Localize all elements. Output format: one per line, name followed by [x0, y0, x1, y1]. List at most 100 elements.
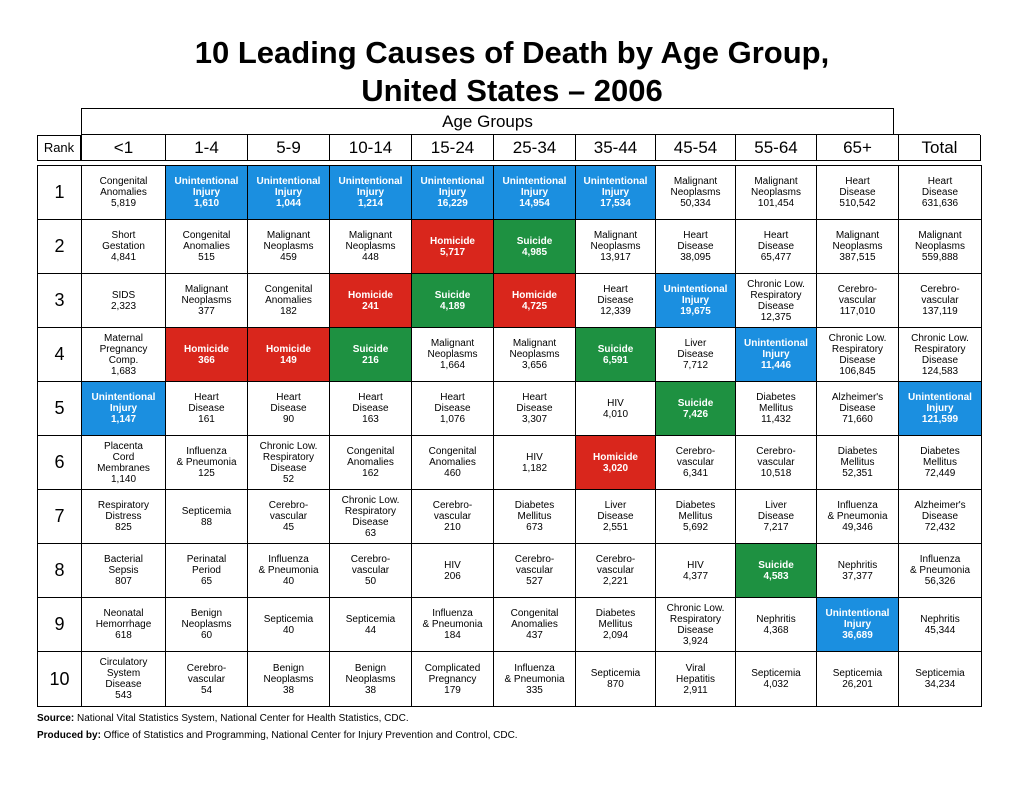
- death-count: 149: [280, 354, 297, 366]
- death-count: 38: [282, 684, 295, 696]
- cause-name: Septicemia: [751, 668, 801, 679]
- cause-name: Respiratory Distress: [97, 500, 150, 522]
- cause-name: Malignant Neoplasms: [263, 230, 314, 252]
- cause-cell: Malignant Neoplasms 459: [248, 220, 330, 273]
- death-count: 7,426: [682, 408, 709, 420]
- cause-cell: Respiratory Distress 825: [82, 490, 166, 543]
- death-count: 12,339: [600, 306, 631, 317]
- cause-cell: Perinatal Period 65: [166, 544, 248, 597]
- cause-name: Suicide: [352, 343, 389, 355]
- cause-cell: Suicide 216: [330, 328, 412, 381]
- cause-name: Alzheimer's Disease: [831, 392, 884, 414]
- cause-name: Neonatal Hemorrhage: [95, 608, 152, 630]
- cause-name: Diabetes Mellitus: [595, 608, 636, 630]
- death-count: 870: [607, 679, 624, 690]
- death-count: 17,534: [600, 198, 631, 209]
- death-count: 182: [280, 306, 297, 317]
- death-count: 3,020: [602, 462, 629, 474]
- cause-cell: Septicemia 870: [576, 652, 656, 706]
- cause-name: Influenza & Pneumonia: [827, 500, 888, 522]
- cause-name: Chronic Low. Respiratory Disease: [747, 278, 805, 312]
- cause-name: Chronic Low. Respiratory Disease: [666, 602, 725, 636]
- cause-name: Influenza & Pneumonia: [504, 662, 565, 685]
- death-count: 559,888: [921, 252, 959, 263]
- death-count: 38,095: [680, 252, 711, 263]
- cause-cell: Liver Disease 2,551: [576, 490, 656, 543]
- column-header: 65+: [816, 135, 899, 161]
- cause-cell: Chronic Low. Respiratory Disease 52: [248, 436, 330, 489]
- cause-name: Cerebro- vascular: [268, 500, 309, 522]
- death-count: 5,717: [439, 246, 466, 258]
- death-count: 241: [362, 300, 379, 312]
- cause-name: Chronic Low. Respiratory Disease: [341, 494, 400, 528]
- cause-cell: Homicide 149: [248, 328, 330, 381]
- cause-name: Liver Disease: [757, 500, 795, 522]
- cause-cell: Unintentional Injury 1,214: [330, 166, 412, 219]
- death-count: 1,683: [110, 365, 137, 377]
- cause-cell: Liver Disease 7,217: [736, 490, 817, 543]
- cause-name: Diabetes Mellitus: [756, 392, 796, 414]
- cause-cell: Alzheimer's Disease 71,660: [817, 382, 899, 435]
- cause-cell: Alzheimer's Disease 72,432: [899, 490, 981, 543]
- cause-name: Cerebro- vascular: [675, 446, 716, 468]
- column-header: 15-24: [411, 135, 494, 161]
- death-count: 618: [115, 630, 132, 641]
- cause-cell: Nephritis 4,368: [736, 598, 817, 651]
- cause-cell: Homicide 5,717: [412, 220, 494, 273]
- cause-cell: Heart Disease 631,636: [899, 166, 981, 219]
- cause-name: Cerebro- vascular: [186, 662, 227, 685]
- death-count: 121,599: [921, 414, 959, 425]
- cause-name: Unintentional Injury: [908, 392, 972, 414]
- cause-name: Malignant Neoplasms: [670, 176, 721, 198]
- death-count: 161: [198, 414, 215, 425]
- cause-name: SIDS: [111, 289, 136, 301]
- death-count: 72,432: [924, 522, 956, 533]
- cause-cell: Heart Disease 12,339: [576, 274, 656, 327]
- cause-cell: Cerebro- vascular 137,119: [899, 274, 981, 327]
- column-header: 25-34: [493, 135, 576, 161]
- produced-by-text: Office of Statistics and Programming, Na…: [100, 730, 518, 741]
- death-count: 11,446: [760, 360, 792, 371]
- cause-cell: Chronic Low. Respiratory Disease 106,845: [817, 328, 899, 381]
- cause-name: Unintentional Injury: [174, 176, 239, 198]
- death-count: 50,334: [680, 198, 711, 209]
- death-count: 206: [444, 570, 461, 582]
- death-count: 101,454: [757, 198, 795, 209]
- death-count: 5,692: [682, 522, 709, 533]
- cause-name: Homicide: [592, 451, 638, 463]
- cause-cell: Heart Disease 510,542: [817, 166, 899, 219]
- cause-cell: Malignant Neoplasms 387,515: [817, 220, 899, 273]
- produced-by-note: Produced by: Office of Statistics and Pr…: [37, 730, 518, 741]
- source-text: National Vital Statistics System, Nation…: [74, 713, 409, 724]
- death-count: 6,591: [602, 354, 629, 366]
- cause-cell: Cerebro- vascular 117,010: [817, 274, 899, 327]
- death-count: 3,307: [521, 414, 548, 425]
- table-row: 9 Neonatal Hemorrhage 618 Benign Neoplasms 6…: [38, 598, 981, 652]
- death-count: 60: [200, 630, 213, 641]
- death-count: 45: [282, 522, 295, 533]
- cause-name: Heart Disease: [677, 230, 714, 252]
- cause-name: Liver Disease: [597, 500, 634, 522]
- cause-name: Liver Disease: [677, 338, 714, 360]
- death-count: 335: [526, 684, 543, 696]
- death-count: 45,344: [924, 624, 956, 636]
- cause-cell: Influenza & Pneumonia 40: [248, 544, 330, 597]
- causes-of-death-table: 1 Congenital Anomalies 5,819 Unintentional …: [37, 165, 982, 707]
- cause-cell: Cerebro- vascular 2,221: [576, 544, 656, 597]
- death-count: 2,094: [602, 630, 629, 641]
- cause-cell: Congenital Anomalies 460: [412, 436, 494, 489]
- cause-name: Malignant Neoplasms: [750, 176, 802, 198]
- cause-name: Congenital Anomalies: [346, 446, 395, 468]
- cause-name: Nephritis: [920, 613, 960, 625]
- cause-cell: Benign Neoplasms 60: [166, 598, 248, 651]
- rank-cell: 4: [38, 328, 82, 381]
- cause-name: Malignant Neoplasms: [832, 230, 883, 252]
- cause-cell: Diabetes Mellitus 72,449: [899, 436, 981, 489]
- cause-cell: Cerebro- vascular 54: [166, 652, 248, 706]
- death-count: 5,819: [110, 198, 137, 209]
- death-count: 2,551: [602, 522, 629, 533]
- cause-cell: HIV 4,377: [656, 544, 736, 597]
- cause-name: Heart Disease: [516, 392, 553, 414]
- cause-cell: Malignant Neoplasms 13,917: [576, 220, 656, 273]
- cause-name: Unintentional Injury: [825, 608, 890, 630]
